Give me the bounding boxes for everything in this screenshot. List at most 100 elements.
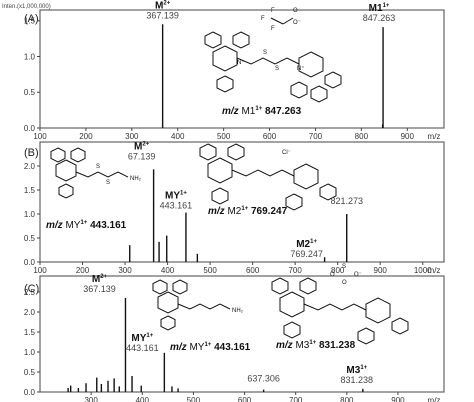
x-tick-label: 100 [33, 132, 47, 141]
mz-annotation: m/z MY1+ 443.161 [170, 342, 251, 353]
panel-label: (A) [24, 13, 39, 25]
svg-text:NH₂: NH₂ [232, 308, 244, 314]
peak-name-label: M2+ [92, 274, 108, 285]
svg-text:O: O [330, 272, 335, 278]
mz-annotation: m/z M11+ 847.263 [222, 106, 302, 117]
svg-text:S: S [96, 164, 100, 170]
y-tick-label: 1.0 [24, 52, 36, 61]
y-tick-label: 1.5 [24, 186, 36, 195]
peak-value-label: 367.139 [83, 284, 116, 294]
svg-text:S: S [342, 264, 346, 270]
x-axis-label: m/z [428, 396, 441, 402]
peak-value-label: 443.161 [160, 201, 193, 211]
y-tick-label: 0.0 [24, 124, 36, 133]
mz-annotation: m/z M21+ 769.247 [208, 206, 288, 217]
x-tick-label: 400 [161, 266, 175, 275]
y-tick-label: 0.5 [24, 368, 36, 377]
peak-value-label: 637.306 [247, 374, 280, 384]
structure-m3: O S O⁻ O [271, 264, 409, 345]
x-axis-label: m/z [428, 266, 441, 275]
svg-text:F: F [261, 16, 265, 22]
plot-frame [39, 9, 445, 129]
x-tick-label: 200 [76, 266, 90, 275]
structure-m2: Cl⁻ [199, 143, 337, 211]
n-plus-label: N⁺ [297, 65, 305, 72]
x-tick-label: 300 [118, 266, 132, 275]
x-tick-label: 1000 [414, 266, 432, 275]
peak-value-label: 443.161 [126, 343, 159, 353]
peak-name-label: M31+ [346, 365, 367, 376]
x-tick-label: 800 [355, 132, 369, 141]
structure-my-c: NH₂ [152, 279, 244, 331]
x-tick-label: 300 [84, 396, 98, 402]
x-tick-label: 900 [401, 132, 415, 141]
x-axis-label: m/z [428, 132, 441, 141]
y-tick-label: 1.0 [24, 348, 36, 357]
svg-text:F: F [271, 26, 275, 32]
sulfur-label: S [275, 66, 279, 72]
x-tick-label: 400 [136, 396, 150, 402]
panel-c: (C) NH₂ O S O⁻ O 300 400 500 600 700 800 [24, 264, 445, 402]
sulfur-label: S [263, 50, 267, 56]
structure-m1: S S N⁺ N⁺ F F F O O⁻ [204, 8, 342, 103]
x-tick-label: 800 [340, 396, 354, 402]
peak-name-label: M2+ [134, 141, 150, 152]
x-tick-label: 200 [79, 132, 93, 141]
x-tick-label: 900 [391, 396, 405, 402]
y-tick-label: 2.0 [24, 162, 36, 171]
plot-frame [39, 275, 445, 393]
y-tick-label: 0.5 [24, 234, 36, 243]
x-tick-label: 400 [171, 132, 185, 141]
y-axis-label: Inten.(x1,000,000) [2, 4, 51, 10]
svg-text:O⁻: O⁻ [293, 20, 301, 26]
y-tick-label: 2.5 [24, 288, 36, 297]
panel-label: (B) [24, 147, 39, 159]
peak-value-label: 769.247 [290, 249, 323, 259]
y-tick-label: 1.0 [24, 210, 36, 219]
plot-frame [39, 141, 445, 263]
y-tick-label: 0.0 [24, 258, 36, 267]
structure-my: S S NH₂ [50, 147, 142, 199]
peak-name-label: M21+ [296, 239, 317, 250]
mz-annotation: m/z MY1+ 443.161 [46, 220, 127, 231]
mz-annotation: m/z M31+ 831.238 [276, 340, 356, 351]
x-tick-label: 600 [246, 266, 260, 275]
sulfonate-group: O S O⁻ O [330, 264, 362, 286]
y-tick-label: 1.5 [24, 17, 36, 26]
peak-name-label: MY1+ [165, 191, 187, 202]
y-tick-label: 0.0 [24, 388, 36, 397]
disulfide-linker [236, 57, 300, 65]
panel-label: (C) [24, 283, 39, 295]
x-tick-label: 500 [217, 132, 231, 141]
svg-text:NH₂: NH₂ [130, 176, 142, 182]
x-tick-label: 700 [309, 132, 323, 141]
peak-value-label: 367.139 [146, 10, 179, 20]
counterion-label: Cl⁻ [282, 150, 291, 156]
y-tick-label: 0.5 [24, 88, 36, 97]
trifluoroacetate-counterion: F F F O O⁻ [261, 8, 301, 32]
peak-name-label: MY1+ [131, 333, 153, 344]
y-tick-label: 2.0 [24, 308, 36, 317]
peak-name-label: M11+ [369, 3, 390, 14]
pyridinium-ring-left [204, 31, 250, 93]
peak-value-label: 67.139 [128, 151, 156, 161]
x-tick-label: 800 [331, 266, 345, 275]
peak-value-label: 821.273 [330, 196, 363, 206]
x-tick-label: 600 [238, 396, 252, 402]
svg-text:O: O [293, 8, 298, 14]
peak-value-label: 831.238 [341, 375, 374, 385]
svg-text:S: S [106, 180, 110, 186]
x-tick-label: 500 [187, 396, 201, 402]
panel-b: (B) S S NH₂ Cl⁻ 100 200 300 400 500 600 700 800… [24, 141, 445, 275]
svg-text:O⁻: O⁻ [354, 272, 362, 278]
x-tick-label: 700 [289, 396, 303, 402]
peak-value-label: 847.263 [363, 13, 396, 23]
y-tick-label: 1.5 [24, 328, 36, 337]
n-plus-label: N⁺ [237, 59, 245, 66]
svg-text:O: O [342, 280, 347, 286]
x-tick-label: 100 [33, 266, 47, 275]
peak-name-label: M2+ [155, 0, 171, 11]
x-tick-label: 900 [374, 266, 388, 275]
x-tick-label: 700 [288, 266, 302, 275]
